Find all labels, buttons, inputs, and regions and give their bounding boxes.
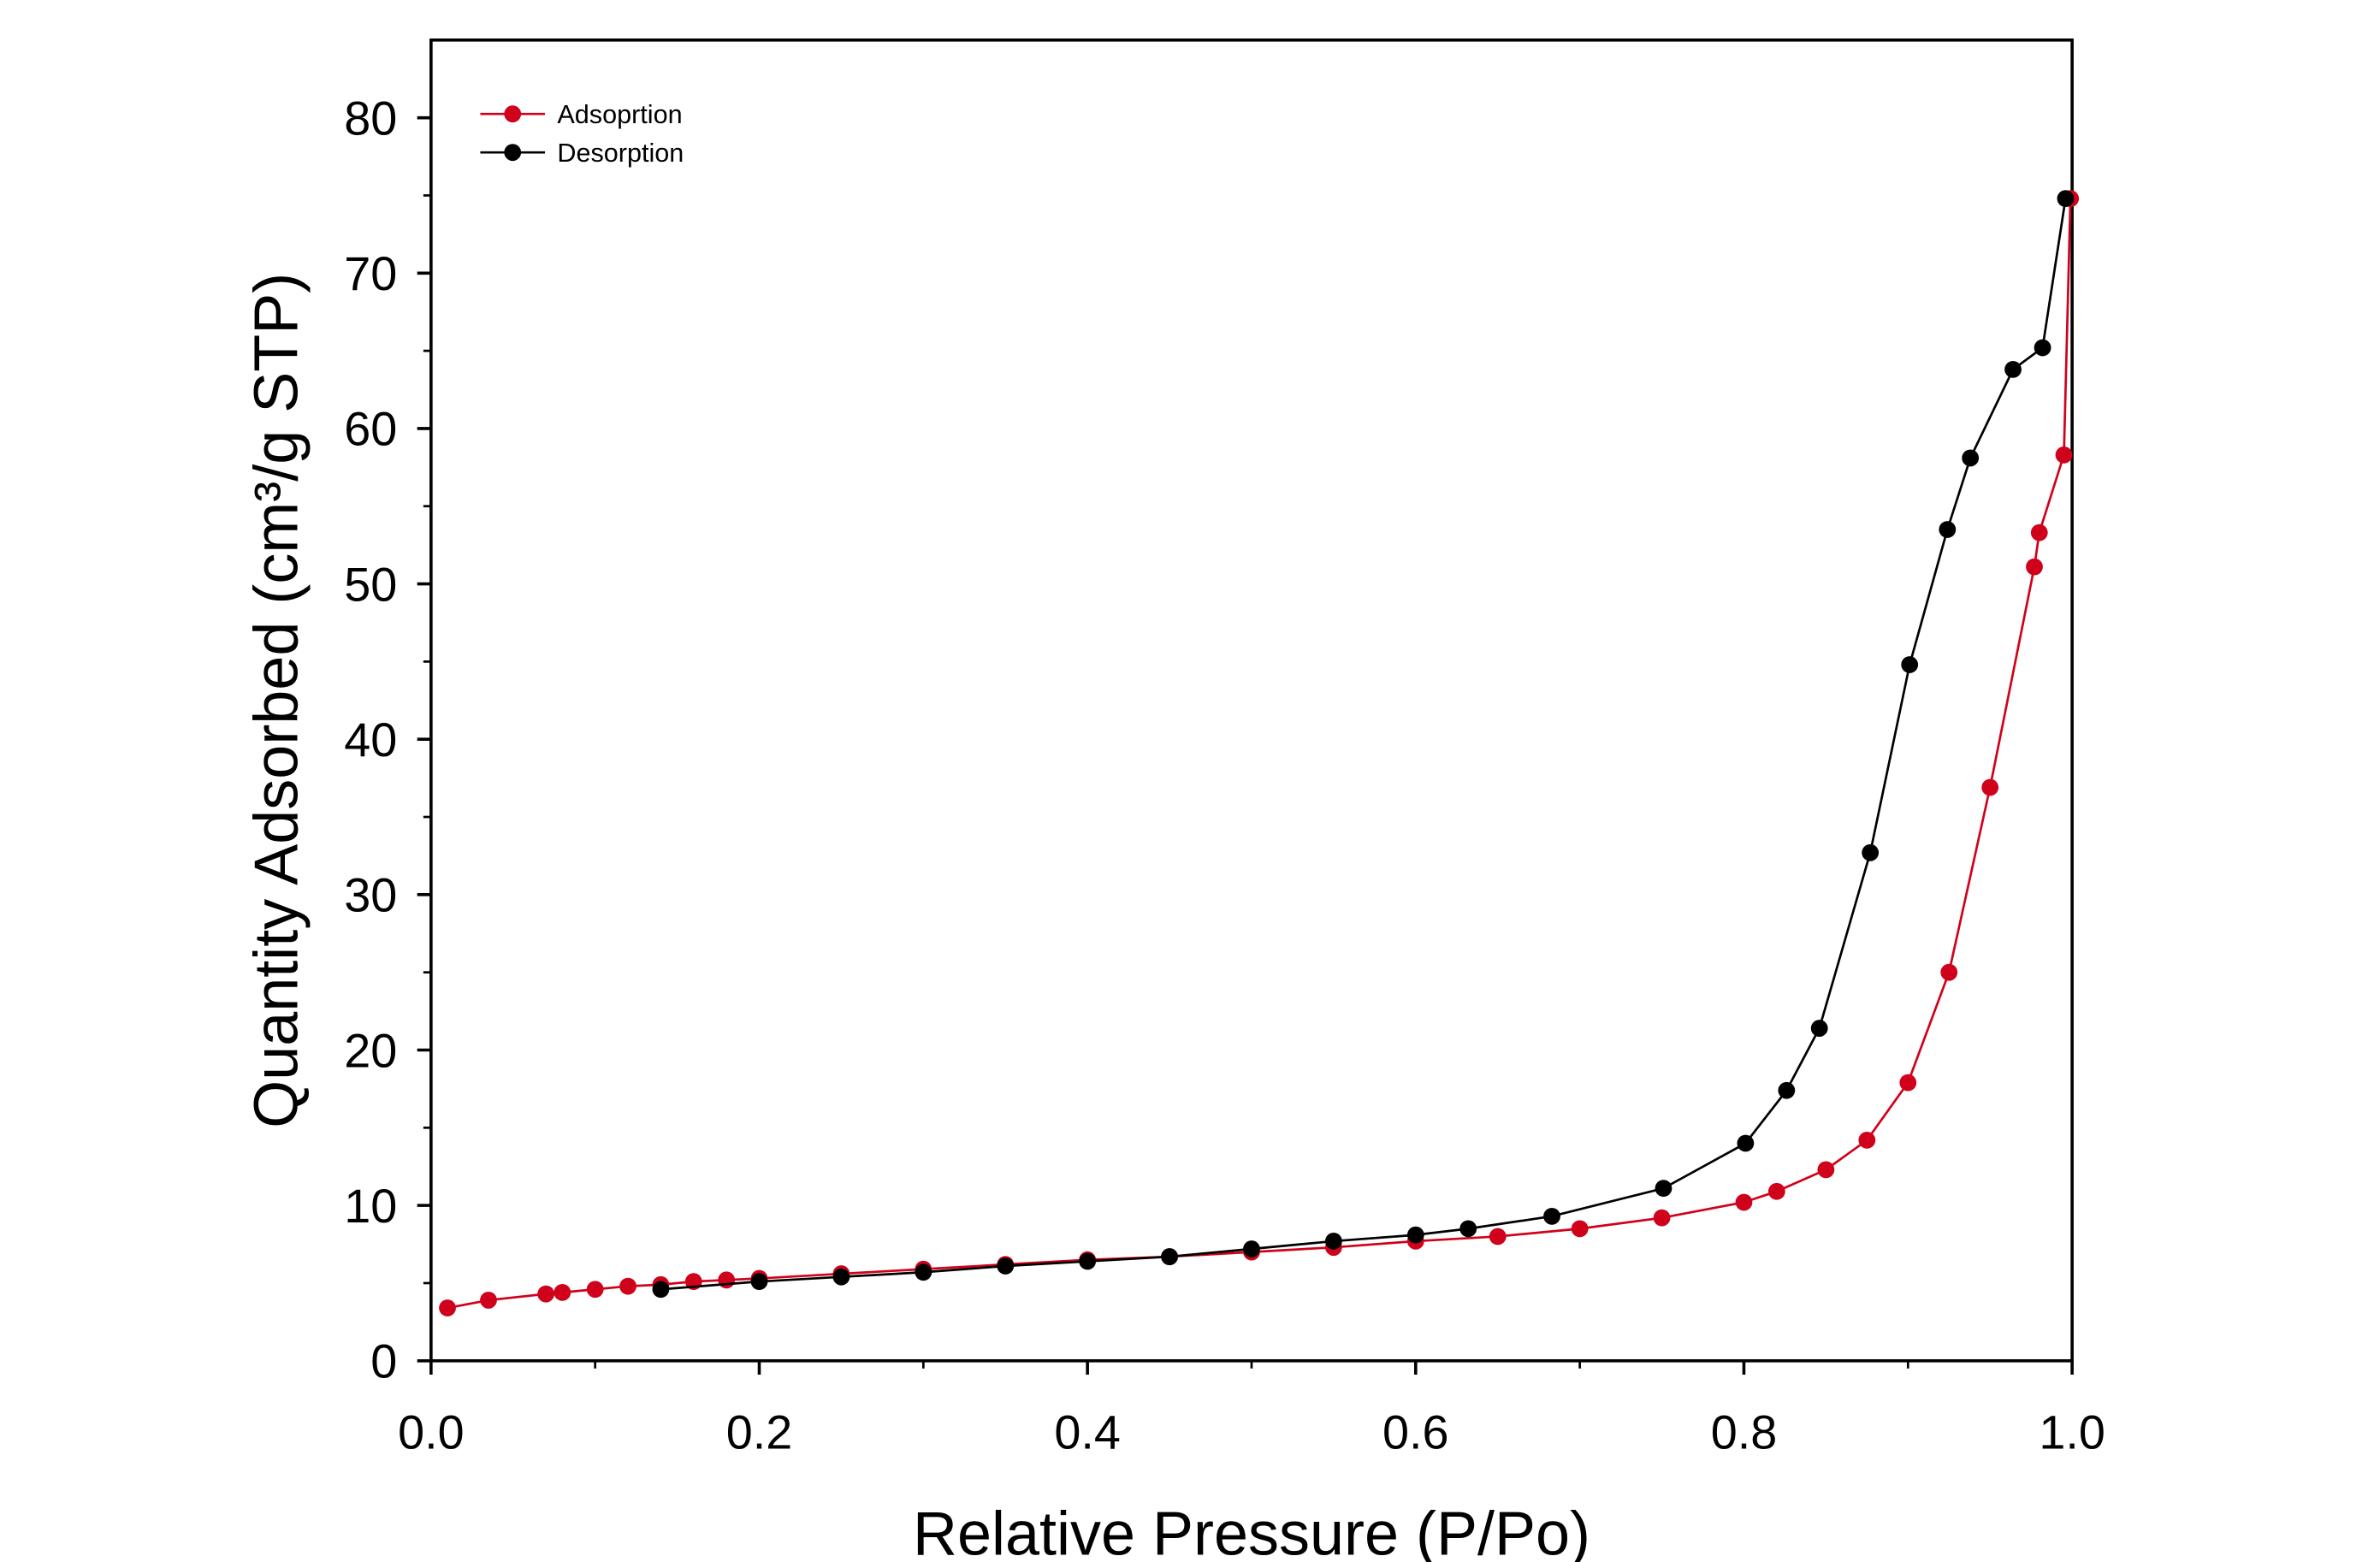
x-tick-label: 0.8 <box>1711 1405 1778 1458</box>
data-point <box>718 1271 736 1289</box>
data-point <box>1406 1226 1424 1244</box>
data-point <box>1939 521 1957 538</box>
data-point <box>1778 1081 1796 1099</box>
y-tick-label: 20 <box>344 1024 397 1077</box>
data-point <box>439 1299 456 1316</box>
data-point <box>2055 446 2073 464</box>
data-point <box>2030 524 2048 541</box>
data-point <box>1735 1193 1753 1211</box>
data-point <box>1653 1209 1671 1227</box>
x-tick-label: 0.6 <box>1382 1405 1449 1458</box>
data-point <box>1324 1233 1342 1250</box>
data-point <box>2057 190 2075 207</box>
data-point <box>1543 1207 1560 1225</box>
data-point <box>1459 1220 1477 1238</box>
legend-label: Adsoprtion <box>557 100 682 129</box>
x-tick-label: 0.0 <box>398 1405 465 1458</box>
y-tick-label: 60 <box>344 403 397 456</box>
data-point <box>750 1273 768 1291</box>
data-point <box>1489 1228 1507 1245</box>
data-point <box>1767 1182 1785 1200</box>
data-point <box>1817 1161 1835 1179</box>
data-point <box>1940 963 1958 981</box>
x-tick-label: 0.4 <box>1054 1405 1121 1458</box>
y-tick-label: 50 <box>344 558 397 611</box>
y-tick-label: 10 <box>344 1180 397 1233</box>
x-tick-label: 1.0 <box>2039 1405 2105 1458</box>
data-point <box>1899 1074 1917 1092</box>
legend-label: Desorption <box>557 139 684 168</box>
x-axis-label: Relative Pressure (P/Po) <box>913 1500 1590 1562</box>
data-point <box>554 1283 571 1301</box>
data-point <box>997 1257 1015 1275</box>
y-tick-label: 30 <box>344 869 397 922</box>
data-point <box>1862 843 1880 861</box>
data-point <box>1571 1220 1589 1238</box>
y-tick-label: 40 <box>344 713 397 766</box>
series-line <box>447 198 2072 1310</box>
data-point <box>915 1263 932 1281</box>
y-axis-label: Quantity Adsorbed (cm³/g STP) <box>242 273 311 1128</box>
y-tick-label: 70 <box>344 247 397 300</box>
data-point <box>2034 339 2051 357</box>
data-point <box>619 1277 636 1295</box>
y-tick-label: 0 <box>370 1335 397 1388</box>
data-point <box>1810 1020 1828 1037</box>
data-point <box>2026 558 2043 576</box>
data-point <box>1161 1248 1178 1265</box>
data-point <box>1243 1240 1260 1257</box>
data-point <box>832 1268 850 1286</box>
legend-marker <box>504 144 522 162</box>
data-point <box>652 1281 670 1299</box>
data-point <box>586 1281 604 1299</box>
legend-marker <box>504 105 522 123</box>
data-point <box>1981 778 1999 796</box>
data-point <box>1962 449 1980 467</box>
data-point <box>480 1292 497 1309</box>
data-point <box>2004 361 2022 378</box>
data-point <box>1858 1131 1876 1149</box>
x-tick-label: 0.2 <box>726 1405 793 1458</box>
data-point <box>1079 1252 1097 1270</box>
y-tick-label: 80 <box>344 92 397 145</box>
data-point <box>537 1285 555 1303</box>
data-point <box>1737 1134 1755 1152</box>
series-line <box>660 198 2067 1291</box>
data-point <box>1655 1180 1673 1198</box>
data-point <box>1901 656 1919 673</box>
